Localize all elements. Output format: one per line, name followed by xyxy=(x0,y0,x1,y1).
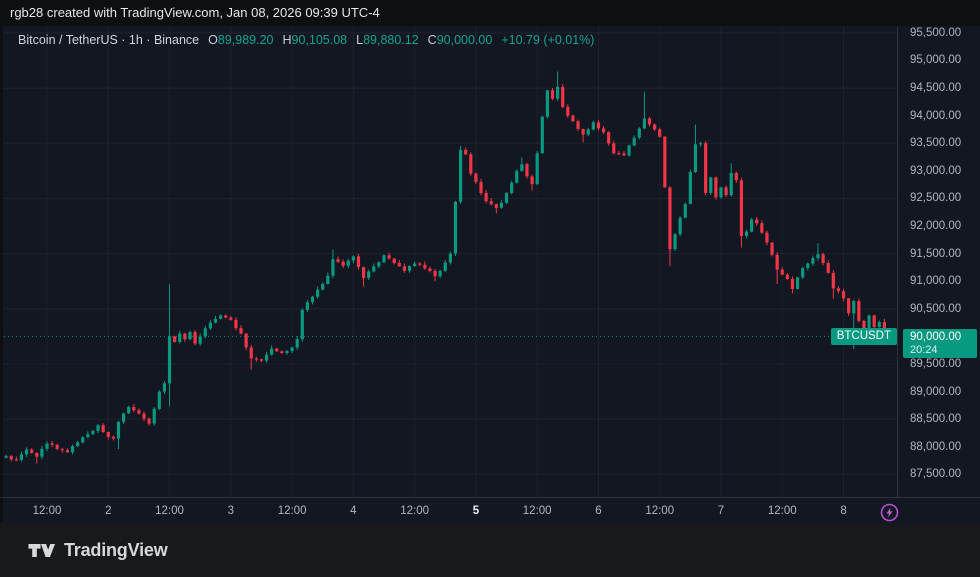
tradingview-brand[interactable]: TradingView xyxy=(64,539,168,560)
footer-bar: TradingView xyxy=(0,523,980,577)
legend-change: +10.79 (+0.01%) xyxy=(501,33,595,47)
price-line-symbol-badge: BTCUSDT xyxy=(830,327,897,345)
price-tick-label: 91,000.00 xyxy=(910,275,962,288)
watermark-text: rgb28 created with TradingView.com, Jan … xyxy=(10,5,380,20)
time-axis[interactable]: 12:00 2 12:00 3 12:00 4 12:00 5 12:00 6 12:00 7 12:0… xyxy=(0,498,980,523)
legend-low: L89,880.12 xyxy=(356,33,419,47)
symbol-title[interactable]: Bitcoin / TetherUS · 1h · Binance xyxy=(18,33,200,47)
time-tick-label: 12:00 xyxy=(400,504,430,517)
time-tick-label: 3 xyxy=(227,504,235,517)
time-tick-label: 7 xyxy=(717,504,725,517)
price-tick-label: 88,500.00 xyxy=(910,413,962,426)
watermark-bar: rgb28 created with TradingView.com, Jan … xyxy=(0,0,980,26)
price-tick-label: 89,000.00 xyxy=(910,385,962,398)
price-tick-label: 93,000.00 xyxy=(910,164,962,177)
pane-left-edge xyxy=(0,26,3,523)
tradingview-logo-icon[interactable] xyxy=(28,541,55,560)
time-tick-label: 5 xyxy=(472,504,480,517)
quick-action-button[interactable] xyxy=(880,503,899,522)
price-tick-label: 89,500.00 xyxy=(910,358,962,370)
price-tick-label: 95,500.00 xyxy=(910,26,962,39)
time-tick-label: 12:00 xyxy=(155,504,184,517)
bar-countdown: 20:24 xyxy=(910,343,938,356)
current-price-badge: 90,000.00 20:24 xyxy=(903,328,977,358)
time-tick-label: 2 xyxy=(105,504,112,517)
time-tick-label: 12:00 xyxy=(767,504,797,517)
lightning-icon xyxy=(880,503,899,522)
candlestick-chart[interactable] xyxy=(0,26,897,497)
price-tick-label: 88,000.00 xyxy=(910,440,962,453)
symbol-legend: Bitcoin / TetherUS · 1h · Binance O89,989… xyxy=(18,33,594,47)
time-tick-label: 12:00 xyxy=(277,504,307,517)
time-tick-label: 12:00 xyxy=(645,504,675,517)
price-axis[interactable]: 87,500.00 88,000.00 88,500.00 89,000.00 89,5… xyxy=(897,26,980,497)
price-axis-separator xyxy=(897,26,898,497)
price-tick-label: 90,500.00 xyxy=(910,302,962,315)
time-tick-label: 12:00 xyxy=(32,504,62,517)
price-tick-label: 93,500.00 xyxy=(910,137,962,150)
legend-high: H90,105.08 xyxy=(282,33,348,47)
price-tick-label: 94,000.00 xyxy=(910,109,962,122)
current-price-value: 90,000.00 xyxy=(910,330,962,343)
price-tick-label: 95,000.00 xyxy=(910,54,962,67)
legend-close: C90,000.00 xyxy=(427,33,493,47)
time-tick-label: 12:00 xyxy=(522,504,552,517)
time-tick-label: 6 xyxy=(595,504,602,517)
price-tick-label: 92,500.00 xyxy=(910,192,962,205)
price-tick-label: 87,500.00 xyxy=(910,468,962,481)
time-axis-separator xyxy=(0,497,980,498)
legend-open: O89,989.20 xyxy=(208,33,274,47)
price-tick-label: 94,500.00 xyxy=(910,82,962,95)
chart-region: Bitcoin / TetherUS · 1h · Binance O89,989… xyxy=(0,26,980,523)
price-tick-label: 92,000.00 xyxy=(910,220,962,233)
time-tick-label: 4 xyxy=(350,504,357,517)
price-tick-label: 91,500.00 xyxy=(910,247,962,260)
time-tick-label: 8 xyxy=(840,504,847,517)
